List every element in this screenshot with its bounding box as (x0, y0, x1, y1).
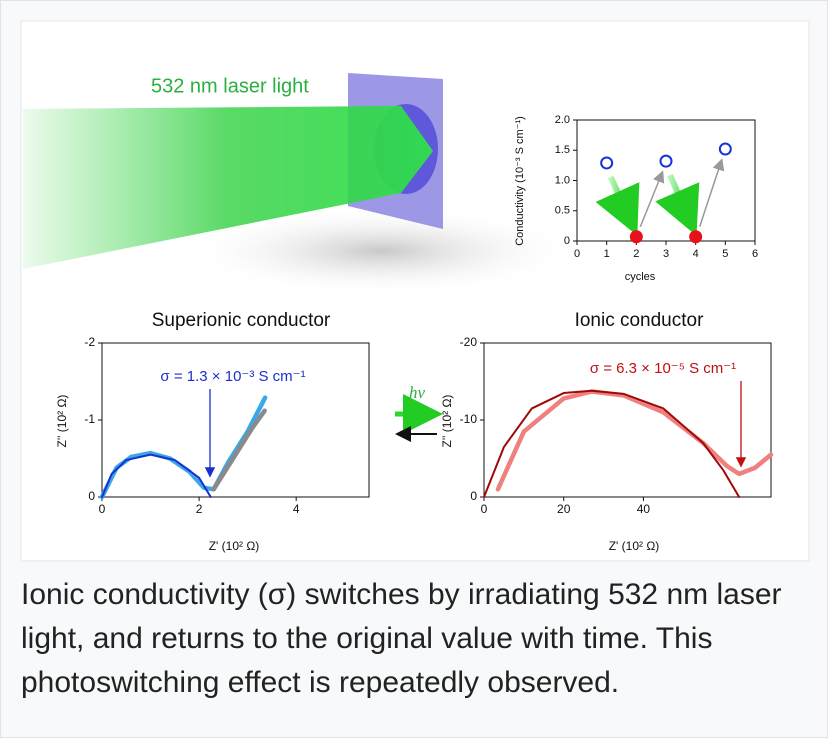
y-tick-label: 1.5 (555, 144, 570, 156)
y-tick-label: 1.0 (555, 174, 570, 186)
y-tick-label: 0.5 (555, 205, 570, 217)
data-point (601, 157, 612, 168)
hv-label: hv (409, 383, 426, 402)
y-tick-label: 0 (470, 489, 477, 503)
x-tick-label: 2 (633, 248, 639, 260)
figure-card: 532 nm laser light hv 0 1 2 3 4 5 6 0 0.5 1.0 1.5 2… (0, 0, 828, 738)
x-axis-label: Z' (10² Ω) (209, 539, 260, 553)
x-tick-label: 40 (637, 502, 651, 516)
x-tick-label: 6 (752, 248, 758, 260)
annotation: σ = 6.3 × 10⁻⁵ S cm⁻¹ (590, 360, 736, 377)
x-tick-label: 20 (557, 502, 571, 516)
laser-label: 532 nm laser light (151, 75, 309, 97)
x-tick-label: 4 (693, 248, 699, 260)
data-point (690, 231, 701, 242)
figure: 532 nm laser light hv 0 1 2 3 4 5 6 0 0.5 1.0 1.5 2… (1, 1, 828, 563)
caption: Ionic conductivity (σ) switches by irrad… (21, 573, 816, 705)
x-tick-label: 3 (663, 248, 669, 260)
x-tick-label: 2 (196, 502, 203, 516)
x-axis-label: cycles (625, 271, 656, 283)
x-tick-label: 0 (99, 502, 106, 516)
chart-title: Ionic conductor (575, 310, 705, 331)
y-tick-label: 0 (564, 235, 570, 247)
y-axis-label: Z'' (10² Ω) (55, 395, 69, 448)
chart-title: Superionic conductor (152, 310, 331, 331)
annotation: σ = 1.3 × 10⁻³ S cm⁻¹ (160, 368, 305, 385)
data-point (661, 156, 672, 167)
x-tick-label: 0 (574, 248, 580, 260)
y-tick-label: 2.0 (555, 114, 570, 126)
x-tick-label: 4 (293, 502, 300, 516)
data-point (631, 231, 642, 242)
x-tick-label: 1 (604, 248, 610, 260)
x-tick-label: 0 (481, 502, 488, 516)
y-axis-label: Conductivity (10⁻³ S cm⁻¹) (514, 116, 526, 246)
y-tick-label: 0 (88, 489, 95, 503)
y-tick-label: -10 (460, 412, 478, 426)
x-axis-label: Z' (10² Ω) (609, 539, 660, 553)
data-point (720, 144, 731, 155)
y-tick-label: -20 (460, 335, 478, 349)
y-axis-label: Z'' (10² Ω) (440, 395, 454, 448)
y-tick-label: -2 (84, 335, 95, 349)
y-tick-label: -1 (84, 412, 95, 426)
x-tick-label: 5 (722, 248, 728, 260)
